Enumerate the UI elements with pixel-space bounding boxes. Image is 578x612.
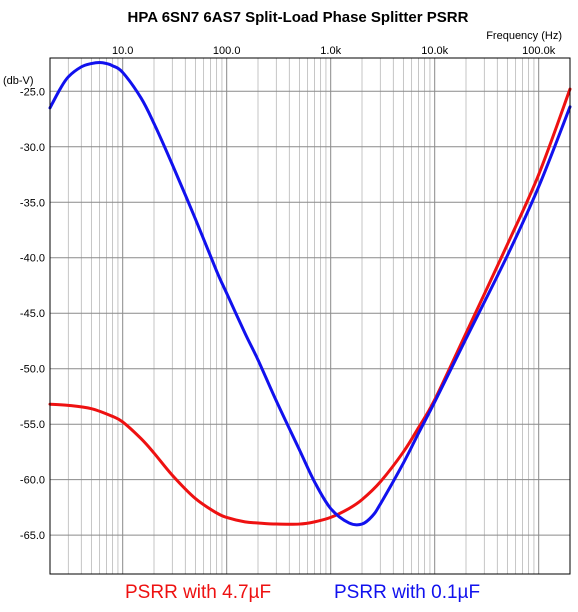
- x-tick-labels: 10.0 100.0 1.0k 10.0k 100.0k: [112, 45, 556, 57]
- x-tick-label: 1.0k: [320, 45, 341, 57]
- x-tick-label: 10.0: [112, 45, 133, 57]
- y-tick-labels: -25.0 -30.0 -35.0 -40.0 -45.0 -50.0 -55.0 -60.0…: [20, 86, 45, 542]
- y-tick-label: -55.0: [20, 419, 45, 431]
- legend-entry-0-1uf: PSRR with 0.1µF: [334, 582, 480, 603]
- x-axis-label: Frequency (Hz): [486, 30, 562, 42]
- grid: [50, 58, 570, 574]
- series-layer: [48, 60, 572, 527]
- x-tick-label: 10.0k: [421, 45, 448, 57]
- y-tick-label: -65.0: [20, 530, 45, 542]
- legend-entry-4-7uf: PSRR with 4.7µF: [125, 582, 271, 603]
- y-tick-label: -50.0: [20, 364, 45, 376]
- y-tick-label: -30.0: [20, 142, 45, 154]
- y-tick-label: -40.0: [20, 253, 45, 265]
- x-tick-label: 100.0k: [522, 45, 556, 57]
- y-tick-label: -25.0: [20, 86, 45, 98]
- plot-area: [50, 58, 570, 574]
- series-line-0-1uf: [48, 60, 572, 527]
- chart-title: HPA 6SN7 6AS7 Split-Load Phase Splitter …: [128, 9, 469, 26]
- plot-frame: [49, 57, 571, 575]
- y-axis-label: (db-V): [3, 75, 34, 87]
- y-tick-label: -35.0: [20, 197, 45, 209]
- x-tick-label: 100.0: [213, 45, 241, 57]
- y-tick-label: -60.0: [20, 475, 45, 487]
- y-tick-label: -45.0: [20, 308, 45, 320]
